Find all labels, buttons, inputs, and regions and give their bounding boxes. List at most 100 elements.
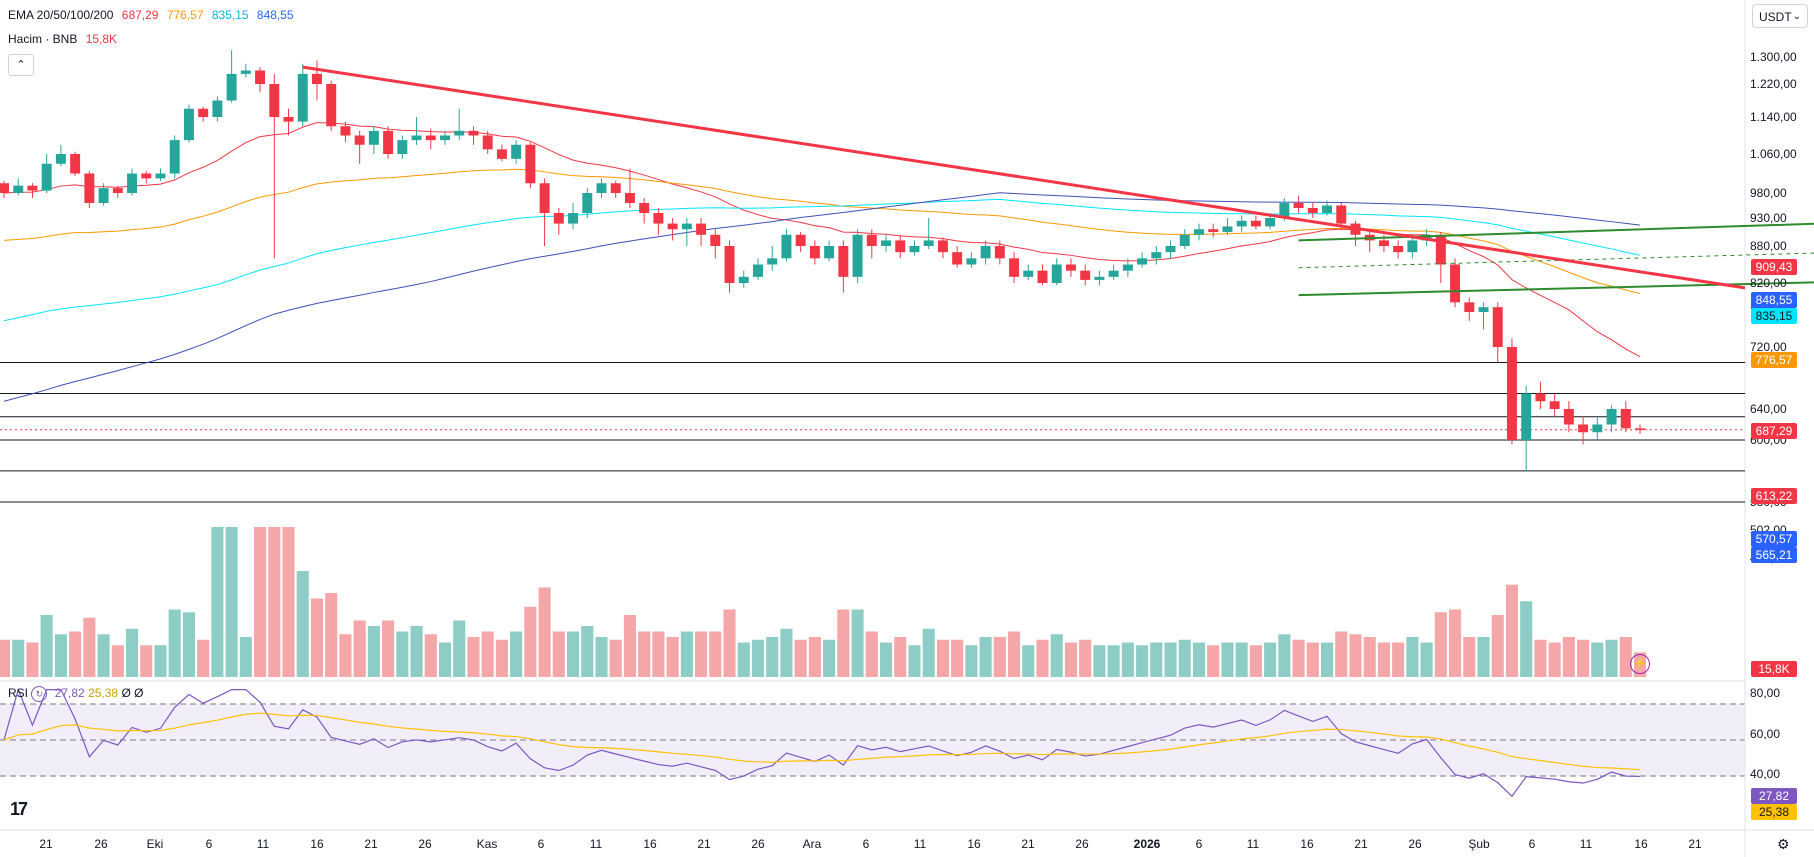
candle-body xyxy=(781,234,792,259)
candle-body xyxy=(1051,264,1062,283)
volume-bar xyxy=(695,631,708,677)
candle-body xyxy=(1407,240,1418,253)
volume-bar xyxy=(424,634,437,677)
candle-body xyxy=(383,130,394,154)
candle-body xyxy=(70,154,81,174)
currency-selector[interactable]: USDT ⌄ xyxy=(1752,4,1808,28)
ema20-value: 687,29 xyxy=(121,8,159,22)
candle-body xyxy=(1464,302,1475,312)
flash-icon[interactable]: ⚡ xyxy=(1630,654,1650,674)
volume-bar xyxy=(1249,645,1262,677)
time-tick: 11 xyxy=(913,837,927,851)
time-tick: 21 xyxy=(39,837,53,851)
candle-body xyxy=(1023,270,1034,277)
volume-bar xyxy=(751,639,765,677)
volume-legend: Hacim · BNB 15,8K xyxy=(8,32,122,46)
time-tick: 6 xyxy=(1528,837,1536,851)
volume-bar xyxy=(1036,639,1049,677)
price-tick: 1.140,00 xyxy=(1750,110,1797,124)
volume-bar xyxy=(623,615,636,677)
ema50-value: 776,57 xyxy=(166,8,204,22)
volume-bar xyxy=(1562,637,1575,677)
candle-body xyxy=(681,223,692,230)
candle-body xyxy=(269,84,280,117)
volume-bar xyxy=(1406,637,1419,677)
volume-bar xyxy=(69,631,82,677)
candle-body xyxy=(1307,208,1318,213)
candle-body xyxy=(696,223,707,235)
price-label: 613,22 xyxy=(1751,488,1797,504)
volume-bar xyxy=(0,639,11,677)
candle-body xyxy=(1450,264,1461,303)
channel-lower-line xyxy=(1298,281,1814,297)
candle-body xyxy=(1606,409,1617,425)
refresh-icon[interactable]: ↻ xyxy=(31,686,48,702)
candle-body xyxy=(1194,229,1204,235)
time-tick: 6 xyxy=(205,837,213,851)
candle-body xyxy=(838,246,849,277)
volume-bar xyxy=(1349,634,1362,677)
candle-body xyxy=(1620,409,1631,429)
candle-body xyxy=(1208,229,1219,232)
volume-bar xyxy=(1164,642,1177,677)
volume-bar xyxy=(1591,642,1604,677)
candle-body xyxy=(496,149,507,159)
chevron-up-icon[interactable]: ⌃ xyxy=(8,54,34,76)
rsi-line xyxy=(3,687,1641,798)
candle-body xyxy=(1521,393,1532,440)
candle-body xyxy=(1535,393,1546,402)
price-label: 848,55 xyxy=(1751,292,1797,308)
ema20-line xyxy=(3,122,1641,358)
time-tick: 11 xyxy=(256,837,270,851)
candle-body xyxy=(354,135,365,145)
candle-body xyxy=(539,183,550,213)
volume-bar xyxy=(1079,639,1092,677)
volume-bar xyxy=(1136,645,1149,677)
volume-bar xyxy=(1377,642,1390,677)
volume-bar xyxy=(1093,645,1106,677)
volume-bar xyxy=(296,571,309,677)
candle-body xyxy=(425,135,436,141)
volume-bar xyxy=(1050,634,1063,677)
candle-body xyxy=(952,252,963,265)
price-tick: 880,00 xyxy=(1750,239,1787,253)
volume-bar xyxy=(225,527,238,677)
candle-body xyxy=(240,70,251,74)
volume-bar xyxy=(951,639,964,677)
price-tick: 930,00 xyxy=(1750,211,1787,225)
candle-body xyxy=(980,246,991,259)
volume-bar xyxy=(595,637,608,677)
volume-bar xyxy=(83,617,96,677)
time-tick: 26 xyxy=(418,837,432,851)
candle-body xyxy=(966,258,977,265)
ema200-value: 848,55 xyxy=(256,8,294,22)
price-tick: 980,00 xyxy=(1750,186,1787,200)
candle-body xyxy=(226,73,237,101)
time-tick: 21 xyxy=(1021,837,1035,851)
candle-body xyxy=(667,223,678,230)
volume-bar xyxy=(140,645,153,677)
volume-bar xyxy=(979,637,992,677)
time-tick: 11 xyxy=(589,837,603,851)
volume-bar xyxy=(894,637,907,677)
time-tick: 2026 xyxy=(1133,837,1161,851)
candle-body xyxy=(326,84,337,127)
candle-body xyxy=(440,135,450,141)
volume-bar xyxy=(125,628,139,677)
ema100-line xyxy=(3,198,1641,322)
volume-bar xyxy=(680,631,693,677)
candle-body xyxy=(283,117,294,122)
candle-body xyxy=(852,234,863,277)
price-label: 909,43 xyxy=(1751,259,1797,275)
volume-bar xyxy=(709,631,722,677)
candle-body xyxy=(1435,234,1446,265)
tradingview-logo[interactable]: 17 xyxy=(10,799,28,819)
rsi-tick: 60,00 xyxy=(1750,727,1781,741)
volume-bar xyxy=(40,615,53,677)
volume-bar xyxy=(1235,642,1248,677)
price-tick: 820,00 xyxy=(1750,276,1787,290)
volume-bar xyxy=(1292,639,1305,677)
volume-bar xyxy=(993,637,1006,677)
settings-icon[interactable]: ⚙ xyxy=(1777,836,1790,852)
